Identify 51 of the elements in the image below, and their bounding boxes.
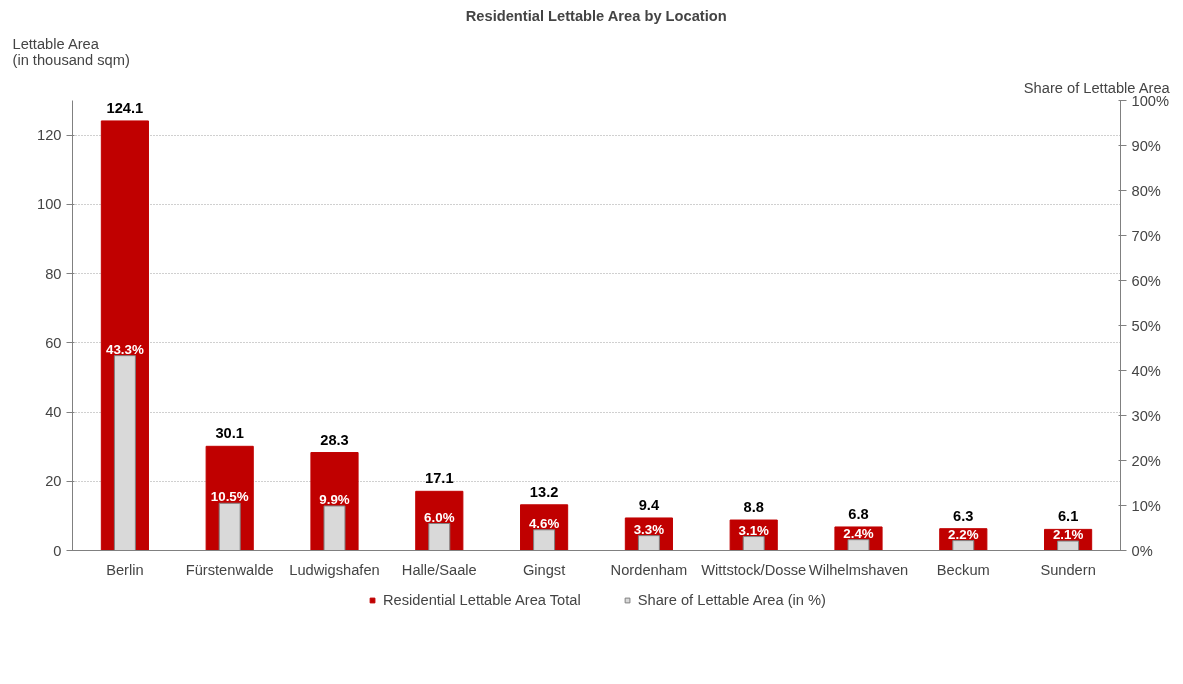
x-tick-label: Berlin xyxy=(106,561,144,578)
data-label: 6.3 xyxy=(953,507,974,524)
y-tick-label: 120 xyxy=(37,127,62,144)
y2-tick-label: 10% xyxy=(1131,497,1161,514)
x-tick-label: Fürstenwalde xyxy=(185,561,274,578)
y-tick-label: 100 xyxy=(37,196,62,213)
data-label: 28.3 xyxy=(320,431,349,448)
data-label: 9.9% xyxy=(319,491,350,507)
y2-tick-label: 20% xyxy=(1131,452,1161,469)
data-label: 3.3% xyxy=(633,521,665,537)
y-tick-label: 20 xyxy=(45,473,62,490)
y2-tick-label: 0% xyxy=(1131,542,1153,559)
y2-tick-label: 90% xyxy=(1131,137,1161,154)
data-label: 30.1 xyxy=(215,425,244,442)
data-label: 3.1% xyxy=(738,522,770,538)
x-tick-label: Halle/Saale xyxy=(401,561,477,578)
data-label: 2.4% xyxy=(843,525,874,541)
y2-tick-label: 80% xyxy=(1131,182,1161,199)
x-tick-label: Gingst xyxy=(522,561,566,578)
data-label: 4.6% xyxy=(528,515,560,531)
legend-label: Residential Lettable Area Total xyxy=(383,592,581,608)
y2-tick-label: 60% xyxy=(1131,272,1161,289)
x-tick-label: Wittstock/Dosse xyxy=(701,561,807,578)
y-tick-label: 0 xyxy=(53,542,62,559)
data-label: 9.4 xyxy=(638,496,660,513)
x-tick-label: Sundern xyxy=(1040,561,1096,578)
legend-label: Share of Lettable Area (in %) xyxy=(637,592,826,608)
data-label: 17.1 xyxy=(425,470,454,487)
y2-tick-label: 30% xyxy=(1131,407,1161,424)
x-tick-label: Beckum xyxy=(936,561,990,578)
y2-tick-label: 40% xyxy=(1131,362,1161,379)
y-axis-title: Lettable Area (in thousand sqm) xyxy=(12,35,130,68)
chart-title: Residential Lettable Area by Location xyxy=(465,7,727,24)
x-tick-label: Wilhelmshaven xyxy=(808,561,909,578)
x-tick-label: Ludwigshafen xyxy=(289,561,380,578)
y-tick-label: 80 xyxy=(45,265,62,282)
y-tick-label: 60 xyxy=(45,334,62,351)
data-label: 124.1 xyxy=(106,99,144,116)
data-label: 2.2% xyxy=(948,526,979,542)
data-label: 10.5% xyxy=(210,489,249,505)
data-label: 6.1 xyxy=(1057,508,1079,525)
data-label: 13.2 xyxy=(529,483,559,500)
data-label: 43.3% xyxy=(106,341,144,357)
data-label: 8.8 xyxy=(743,499,764,516)
data-label: 6.8 xyxy=(848,505,869,522)
y2-tick-label: 70% xyxy=(1131,227,1161,244)
x-tick-label: Nordenham xyxy=(610,561,688,578)
y2-tick-label: 50% xyxy=(1131,317,1161,334)
data-label: 6.0% xyxy=(424,509,455,525)
data-label: 2.1% xyxy=(1052,527,1084,543)
y-tick-label: 40 xyxy=(45,404,62,421)
